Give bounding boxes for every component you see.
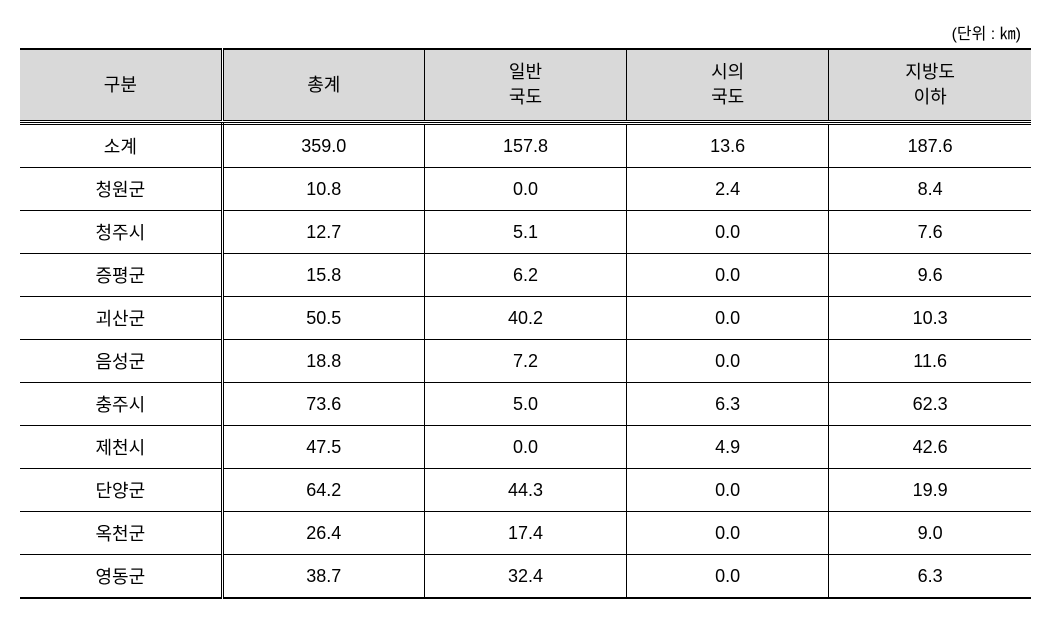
row-label: 제천시: [20, 426, 222, 469]
table-container: (단위 : ㎞) 구분 총계 일반 국도 시의 국도 지방도: [20, 20, 1031, 599]
cell-value: 9.0: [829, 512, 1031, 555]
cell-value: 9.6: [829, 254, 1031, 297]
cell-value: 7.6: [829, 211, 1031, 254]
cell-value: 359.0: [222, 124, 424, 168]
cell-value: 10.8: [222, 168, 424, 211]
cell-value: 157.8: [424, 124, 626, 168]
header-col-2: 일반 국도: [424, 49, 626, 121]
cell-value: 15.8: [222, 254, 424, 297]
cell-value: 11.6: [829, 340, 1031, 383]
header-col-2-line-0: 일반: [433, 60, 618, 85]
cell-value: 5.0: [424, 383, 626, 426]
cell-value: 26.4: [222, 512, 424, 555]
table-row: 영동군38.732.40.06.3: [20, 555, 1031, 599]
header-col-3: 시의 국도: [627, 49, 829, 121]
cell-value: 5.1: [424, 211, 626, 254]
header-col-3-line-0: 시의: [635, 60, 820, 85]
header-col-0: 구분: [20, 49, 222, 121]
table-row: 괴산군50.540.20.010.3: [20, 297, 1031, 340]
header-row: 구분 총계 일반 국도 시의 국도 지방도 이하: [20, 49, 1031, 121]
cell-value: 64.2: [222, 469, 424, 512]
cell-value: 7.2: [424, 340, 626, 383]
header-col-3-line-1: 국도: [635, 85, 820, 110]
cell-value: 6.3: [829, 555, 1031, 599]
header-col-1: 총계: [222, 49, 424, 121]
table-body: 소계359.0157.813.6187.6청원군10.80.02.48.4청주시…: [20, 124, 1031, 599]
cell-value: 6.2: [424, 254, 626, 297]
row-label: 청주시: [20, 211, 222, 254]
row-label: 청원군: [20, 168, 222, 211]
row-label: 단양군: [20, 469, 222, 512]
cell-value: 8.4: [829, 168, 1031, 211]
cell-value: 18.8: [222, 340, 424, 383]
header-col-4-line-0: 지방도: [837, 60, 1023, 85]
cell-value: 0.0: [424, 426, 626, 469]
table-row: 단양군64.244.30.019.9: [20, 469, 1031, 512]
cell-value: 13.6: [627, 124, 829, 168]
cell-value: 12.7: [222, 211, 424, 254]
cell-value: 0.0: [627, 512, 829, 555]
table-row: 충주시73.65.06.362.3: [20, 383, 1031, 426]
table-row: 옥천군26.417.40.09.0: [20, 512, 1031, 555]
cell-value: 42.6: [829, 426, 1031, 469]
table-header: 구분 총계 일반 국도 시의 국도 지방도 이하: [20, 49, 1031, 124]
cell-value: 19.9: [829, 469, 1031, 512]
table-row: 제천시47.50.04.942.6: [20, 426, 1031, 469]
cell-value: 0.0: [627, 555, 829, 599]
cell-value: 10.3: [829, 297, 1031, 340]
row-label: 영동군: [20, 555, 222, 599]
cell-value: 40.2: [424, 297, 626, 340]
row-label: 증평군: [20, 254, 222, 297]
row-label: 괴산군: [20, 297, 222, 340]
header-col-4: 지방도 이하: [829, 49, 1031, 121]
cell-value: 44.3: [424, 469, 626, 512]
table-row: 청원군10.80.02.48.4: [20, 168, 1031, 211]
table-row: 청주시12.75.10.07.6: [20, 211, 1031, 254]
cell-value: 62.3: [829, 383, 1031, 426]
cell-value: 47.5: [222, 426, 424, 469]
unit-label: (단위 : ㎞): [20, 20, 1031, 44]
data-table: 구분 총계 일반 국도 시의 국도 지방도 이하 소계3: [20, 48, 1031, 599]
header-col-2-line-1: 국도: [433, 85, 618, 110]
cell-value: 6.3: [627, 383, 829, 426]
cell-value: 0.0: [627, 254, 829, 297]
cell-value: 38.7: [222, 555, 424, 599]
row-label: 옥천군: [20, 512, 222, 555]
row-label: 음성군: [20, 340, 222, 383]
row-label: 충주시: [20, 383, 222, 426]
header-col-4-line-1: 이하: [837, 85, 1023, 110]
cell-value: 50.5: [222, 297, 424, 340]
cell-value: 17.4: [424, 512, 626, 555]
table-row: 음성군18.87.20.011.6: [20, 340, 1031, 383]
cell-value: 0.0: [627, 469, 829, 512]
cell-value: 0.0: [627, 211, 829, 254]
row-label: 소계: [20, 124, 222, 168]
header-col-1-line-0: 총계: [232, 73, 416, 98]
cell-value: 0.0: [627, 297, 829, 340]
cell-value: 0.0: [627, 340, 829, 383]
table-row: 증평군15.86.20.09.6: [20, 254, 1031, 297]
cell-value: 4.9: [627, 426, 829, 469]
table-row: 소계359.0157.813.6187.6: [20, 124, 1031, 168]
cell-value: 0.0: [424, 168, 626, 211]
cell-value: 2.4: [627, 168, 829, 211]
cell-value: 187.6: [829, 124, 1031, 168]
cell-value: 32.4: [424, 555, 626, 599]
cell-value: 73.6: [222, 383, 424, 426]
header-col-0-line-0: 구분: [28, 73, 213, 98]
